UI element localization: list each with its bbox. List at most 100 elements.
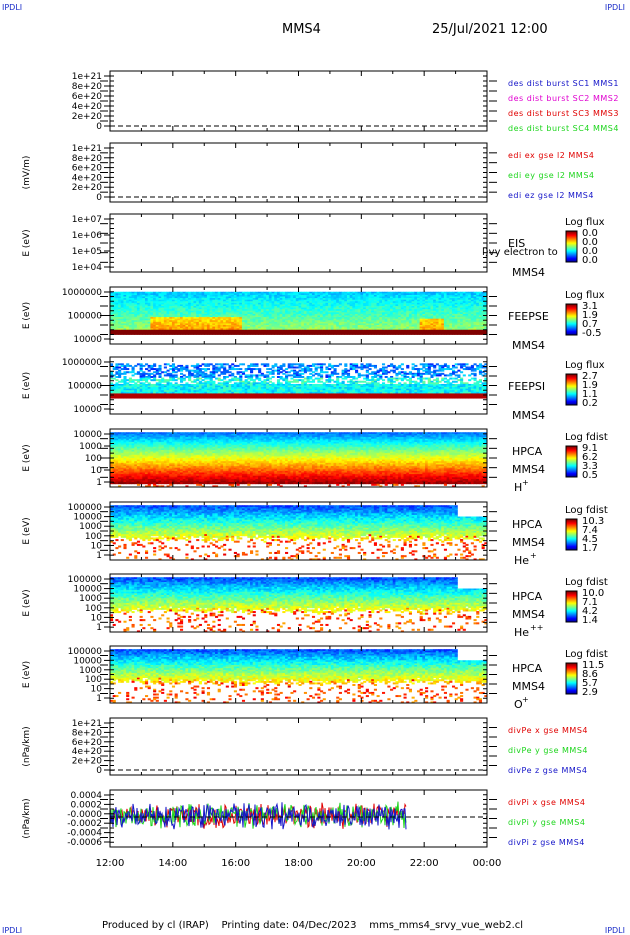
spectrogram-cell [191,381,194,383]
spectrogram-cell [320,333,323,335]
spectrogram-cell [140,370,143,372]
spectrogram-cell [444,333,447,335]
spectrogram-cell [145,368,148,370]
spectrogram-cell [137,373,140,375]
y-tick-label: 6e+20 [72,92,103,102]
spectrogram-cell [148,367,151,369]
spectrogram-cell [158,376,161,378]
spectrogram-cell [199,365,202,367]
spectrogram-cell [123,373,126,375]
spectrogram-cell [387,333,390,335]
spectrogram-cell [455,333,458,335]
spectrogram-cell [134,365,137,367]
colorbar-tick-label: 0.0 [582,255,598,266]
spectrogram-cell [180,370,183,372]
spectrogram-cell [237,365,240,367]
spectrogram-cell [129,371,132,373]
spectrogram-cell [175,333,178,335]
spectrogram-cell [207,368,210,370]
spectrogram-cell [312,333,315,335]
spectrogram-cell [369,333,372,335]
spectrogram-cell [132,381,135,383]
spectrogram-cell [113,368,116,370]
spectrogram-cell [237,373,240,375]
spectrogram-cell [457,333,460,335]
spectrogram-cell [129,381,132,383]
spectrogram-cell [150,368,153,370]
spectrogram-cell [164,397,167,399]
spectrogram-cell [118,397,121,399]
spectrogram-cell [358,333,361,335]
instrument-label: FEEPSE [508,310,549,323]
spectrogram-cell [137,333,140,335]
spectrogram-cell [226,397,229,399]
spectrogram-cell [156,379,159,381]
spectrogram-cell [360,333,363,335]
spectrogram-cell [134,373,137,375]
spectrogram-cell [430,333,433,335]
spectrogram-cell [142,333,145,335]
spectrogram-cell [115,376,118,378]
spectrogram-cell [223,363,226,365]
spectrogram-cell [193,376,196,378]
spectrogram-cell [328,333,331,335]
spectrogram-cell [115,379,118,381]
spectrogram-cell [193,333,196,335]
spectrogram-cell [226,376,229,378]
y-tick-label: 1000000 [62,288,102,298]
spectrogram-cell [215,363,218,365]
spectrogram-cell [185,397,188,399]
spectrogram-cell [218,333,221,335]
spectrogram-cell [207,333,210,335]
spectrogram-cell [177,397,180,399]
spectrogram-cell [242,333,245,335]
spectrogram-cell [242,397,245,399]
spectrogram-cell [218,370,221,372]
spectrogram-cell [406,333,409,335]
spectrogram-cell [245,370,248,372]
spectrogram-cell [150,397,153,399]
minor-ticks [100,219,497,267]
spectrogram-cell [352,333,355,335]
spectrogram-cell [339,333,342,335]
spectrogram-cell [175,397,178,399]
spectrogram-cell [239,363,242,365]
spectrogram-cell [465,333,468,335]
spectrogram-cell [237,379,240,381]
colorbar-tick-label: -0.5 [582,328,602,339]
spectrogram-cell [207,365,210,367]
spectrogram-cell [150,373,153,375]
spectrogram-cell [277,333,280,335]
spectrogram-cell [441,333,444,335]
y-axis-label: E (eV) [22,302,32,329]
spectrogram-cell [417,333,420,335]
spectrogram-cell [401,333,404,335]
spectrogram-cell [164,363,167,365]
spectrogram-cell [161,381,164,383]
y-tick-label: 1e+21 [72,144,102,154]
spectrogram-cell [204,333,207,335]
spectrogram-cell [409,333,412,335]
spectrogram-cell [158,397,161,399]
spectrogram-cell [218,363,221,365]
spectrogram-cell [188,397,191,399]
spectrogram-cell [193,381,196,383]
spectrogram-cell [150,379,153,381]
spectrogram-cell [156,333,159,335]
spectrogram-cell [132,333,135,335]
spectrogram-cell [191,333,194,335]
spectrogram-cell [121,368,124,370]
overlay-label: l)vy electron to [482,247,558,258]
spectrogram-cell [331,333,334,335]
spectrogram-cell [468,333,471,335]
spectrogram-cell [293,333,296,335]
spectrogram-cell [247,378,250,380]
colorbar-title: Log flux [565,217,605,228]
spectrogram-cell [280,333,283,335]
spectrogram-cell [377,333,380,335]
spectrogram-cell [220,397,223,399]
spectrogram-cell [226,371,229,373]
spectrogram-cell [129,365,132,367]
spectrogram-cell [199,378,202,380]
spectrogram-cell [245,376,248,378]
